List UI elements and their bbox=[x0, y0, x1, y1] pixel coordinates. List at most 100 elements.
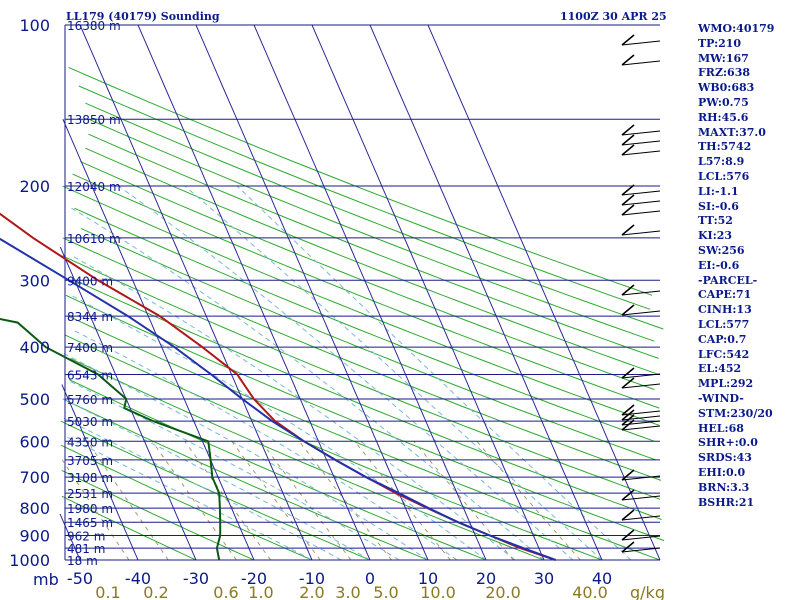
sounding-index: EL:452 bbox=[698, 362, 742, 376]
pressure-tick-label: 300 bbox=[19, 271, 50, 290]
sounding-index: LI:-1.1 bbox=[698, 184, 739, 198]
pressure-tick-label: 100 bbox=[19, 16, 50, 35]
temperature-tick-label: -20 bbox=[241, 569, 267, 588]
sounding-index: MW:167 bbox=[698, 51, 749, 65]
height-label: 13850 m bbox=[67, 113, 121, 127]
wind-barb bbox=[621, 200, 661, 206]
dry-adiabat bbox=[72, 173, 660, 409]
wind-barbs bbox=[621, 34, 661, 553]
wind-barb bbox=[621, 210, 661, 216]
moist-adiabat bbox=[236, 185, 632, 561]
mixing-ratio-line bbox=[413, 440, 514, 561]
wind-barb-flag bbox=[621, 367, 635, 379]
mixing-ratio-tick-label: 20.0 bbox=[485, 583, 521, 600]
wind-barb-flag bbox=[621, 304, 635, 316]
sounding-index: BRN:3.3 bbox=[698, 480, 750, 494]
mixing-ratio-tick-label: 1.0 bbox=[248, 583, 273, 600]
dry-adiabat bbox=[62, 255, 661, 500]
height-label: 3108 m bbox=[67, 471, 113, 485]
wind-barb-flag bbox=[621, 489, 635, 501]
dry-adiabat bbox=[67, 315, 661, 561]
dry-adiabat bbox=[62, 237, 662, 481]
wind-barb bbox=[621, 547, 661, 553]
sounding-index: TT:52 bbox=[698, 214, 733, 228]
wind-barb-flag bbox=[621, 184, 635, 196]
sounding-index: PW:0.75 bbox=[698, 95, 749, 109]
wind-barb-flag bbox=[621, 541, 635, 553]
height-label: 7400 m bbox=[67, 341, 113, 355]
sounding-index: WB0:683 bbox=[698, 81, 755, 95]
height-label: 12040 m bbox=[67, 180, 121, 194]
wind-barb bbox=[621, 150, 661, 156]
height-label: 1980 m bbox=[67, 502, 113, 516]
isotherm bbox=[62, 119, 255, 561]
temperature-tick-label: 0 bbox=[365, 569, 375, 588]
mixing-ratio-tick-label: 0.6 bbox=[213, 583, 238, 600]
wind-barb bbox=[621, 475, 661, 481]
isobars bbox=[64, 24, 660, 561]
dry-adiabat bbox=[78, 85, 651, 310]
wind-barb-flag bbox=[621, 509, 635, 521]
dry-adiabat bbox=[61, 469, 255, 561]
parcel-trace bbox=[0, 237, 556, 561]
sounding-index: LCL:576 bbox=[698, 169, 750, 183]
dry-adiabat bbox=[62, 185, 660, 426]
height-label: 10610 m bbox=[67, 232, 121, 246]
mixing-ratio-tick-label: 3.0 bbox=[335, 583, 360, 600]
sounding-index: -PARCEL- bbox=[698, 273, 758, 287]
sounding-index: CAP:0.7 bbox=[698, 332, 747, 346]
dry-adiabat bbox=[80, 161, 655, 390]
station-title: LL179 (40179) Sounding bbox=[66, 10, 220, 23]
isotherm bbox=[59, 246, 197, 561]
height-label: 481 m bbox=[67, 542, 105, 556]
dry-adiabat bbox=[68, 66, 653, 296]
sounding-index: EHI:0.0 bbox=[698, 465, 746, 479]
wind-barb bbox=[621, 373, 661, 379]
temperature-tick-label: -10 bbox=[299, 569, 325, 588]
isotherm bbox=[311, 24, 545, 561]
pressure-tick-label: 200 bbox=[19, 177, 50, 196]
mixing-ratio-tick-label: 5.0 bbox=[373, 583, 398, 600]
height-label: 16380 m bbox=[67, 19, 121, 33]
sounding-index: FRZ:638 bbox=[698, 66, 751, 80]
height-label: 4350 m bbox=[67, 435, 113, 449]
height-label: 6543 m bbox=[67, 368, 113, 382]
dry-adiabat bbox=[74, 207, 655, 442]
height-label: 9400 m bbox=[67, 274, 113, 288]
mixing-ratio-line bbox=[151, 441, 237, 561]
temperature-tick-label: -40 bbox=[125, 569, 151, 588]
wind-barb-flag bbox=[621, 419, 635, 431]
mixing-ratio-tick-label: 2.0 bbox=[299, 583, 324, 600]
isotherm bbox=[79, 24, 313, 561]
wind-barb bbox=[621, 535, 661, 541]
wind-barb bbox=[621, 383, 661, 389]
sounding-index: SW:256 bbox=[698, 243, 745, 257]
sounding-index: TH:5742 bbox=[698, 140, 752, 154]
temperature-tick-label: 20 bbox=[476, 569, 496, 588]
sounding-index: -WIND- bbox=[698, 391, 744, 405]
temperature-tick-label: -30 bbox=[183, 569, 209, 588]
isotherm bbox=[137, 24, 371, 561]
sounding-index: L57:8.9 bbox=[698, 155, 745, 169]
dry-adiabat bbox=[70, 357, 545, 561]
wind-barb-flag bbox=[621, 204, 635, 216]
height-label: 2531 m bbox=[67, 487, 113, 501]
wind-barb bbox=[621, 230, 661, 236]
wind-barb bbox=[621, 130, 661, 136]
wind-barb-flag bbox=[621, 414, 635, 426]
wind-barb-flag bbox=[621, 54, 635, 66]
mixing-ratio-tick-label: 0.1 bbox=[95, 583, 120, 600]
sounding-index: MAXT:37.0 bbox=[698, 125, 766, 139]
height-label: 5760 m bbox=[67, 393, 113, 407]
isotherm bbox=[61, 384, 139, 561]
pressure-unit-label: mb bbox=[33, 570, 59, 589]
moist-adiabat bbox=[184, 185, 603, 561]
wind-barb-flag bbox=[621, 194, 635, 206]
pressure-tick-label: 1000 bbox=[9, 551, 50, 570]
sounding-index: TP:210 bbox=[698, 36, 742, 50]
wind-barb-flag bbox=[621, 144, 635, 156]
dry-adiabat bbox=[60, 420, 371, 561]
sounding-index: CINH:13 bbox=[698, 303, 752, 317]
wind-barb bbox=[621, 425, 661, 431]
wind-barb bbox=[621, 495, 661, 501]
